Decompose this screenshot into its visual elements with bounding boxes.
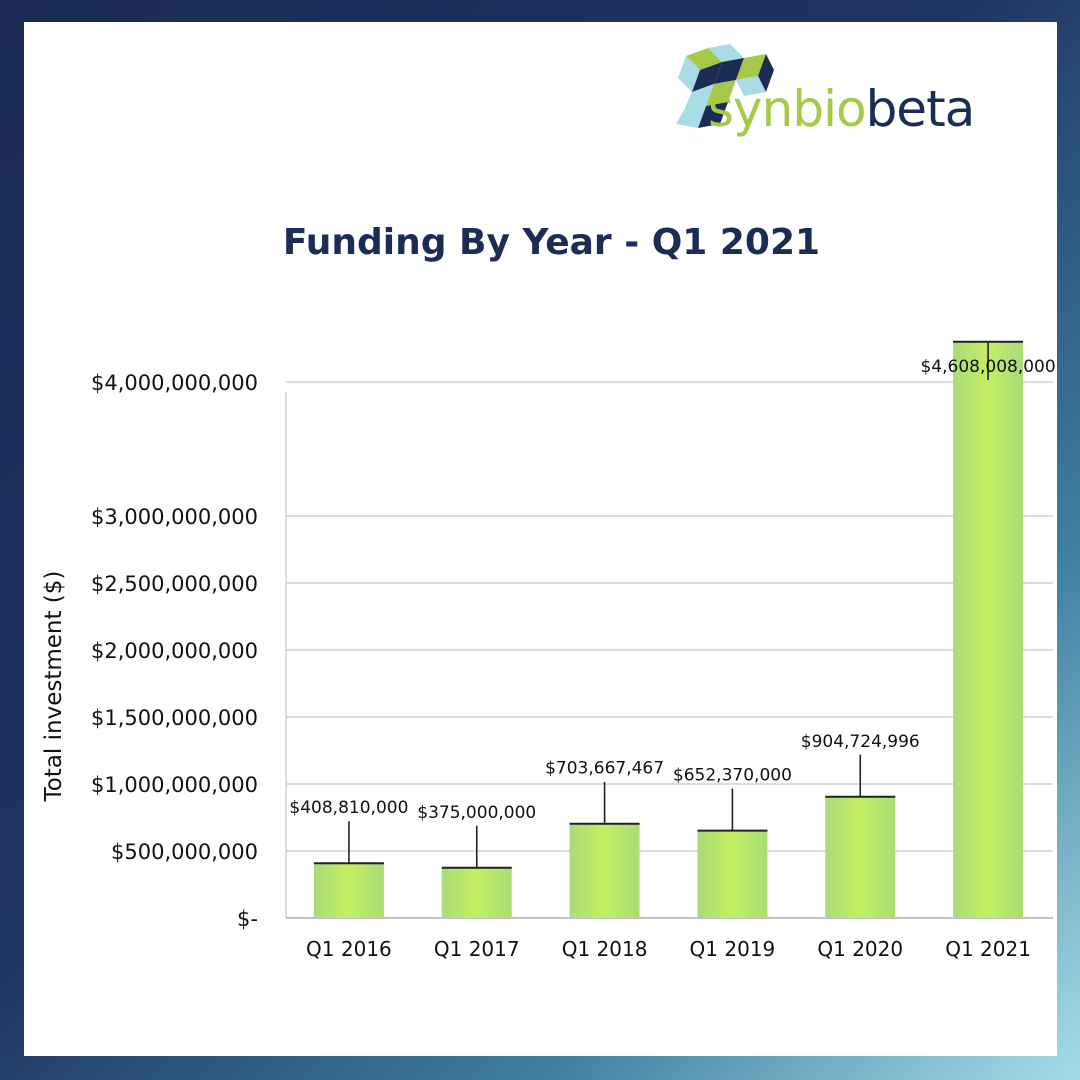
bar: [697, 830, 768, 918]
chart-title: Funding By Year - Q1 2021: [282, 222, 821, 263]
x-tick-label: Q1 2016: [306, 937, 392, 961]
y-tick-label: $2,500,000,000: [91, 572, 258, 596]
bar: [441, 867, 512, 918]
bar: [313, 863, 384, 918]
x-tick-label: Q1 2019: [690, 937, 776, 961]
y-tick-label: $3,000,000,000: [91, 505, 258, 529]
y-tick-label: $1,500,000,000: [91, 706, 258, 730]
data-label: $904,724,996: [801, 732, 920, 752]
bar: [953, 341, 1024, 918]
y-tick-label: $500,000,000: [111, 840, 258, 864]
data-label: $703,667,467: [545, 759, 664, 779]
x-tick-label: Q1 2021: [945, 937, 1031, 961]
data-label: $652,370,000: [673, 766, 792, 786]
bar: [569, 823, 640, 918]
brand-name-part1: synbio: [708, 80, 867, 138]
y-tick-label: $1,000,000,000: [91, 773, 258, 797]
brand-wordmark: synbiobeta: [708, 80, 976, 138]
x-tick-label: Q1 2020: [817, 937, 903, 961]
y-tick-label: $2,000,000,000: [91, 639, 258, 663]
y-tick-label: $4,000,000,000: [91, 371, 258, 395]
synbiobeta-logo-icon: [676, 44, 774, 128]
data-label: $375,000,000: [417, 803, 536, 823]
x-tick-label: Q1 2018: [562, 937, 648, 961]
data-label: $4,608,008,000: [920, 357, 1055, 377]
data-label: $408,810,000: [289, 798, 408, 818]
y-axis-label: Total investment ($): [41, 571, 67, 803]
y-tick-label: $-: [237, 907, 258, 931]
brand-name-part2: beta: [865, 80, 976, 138]
bar: [825, 796, 896, 918]
x-tick-label: Q1 2017: [434, 937, 520, 961]
